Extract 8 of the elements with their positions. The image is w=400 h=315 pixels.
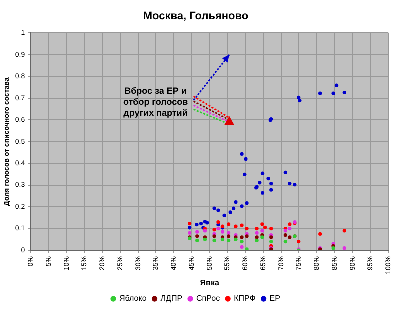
legend-label: Яблоко (120, 294, 148, 304)
legend-label: ЛДПР (160, 294, 183, 304)
x-axis-title: Явка (200, 278, 220, 288)
chart-title: Москва, Гольяново (143, 10, 249, 23)
legend-label: ЕР (270, 294, 280, 304)
legend-label: КПРФ (234, 294, 256, 304)
legend-label: СпРос (196, 294, 220, 304)
annotation: Вброс за ЕР и отбор голосов других партий (123, 86, 189, 118)
